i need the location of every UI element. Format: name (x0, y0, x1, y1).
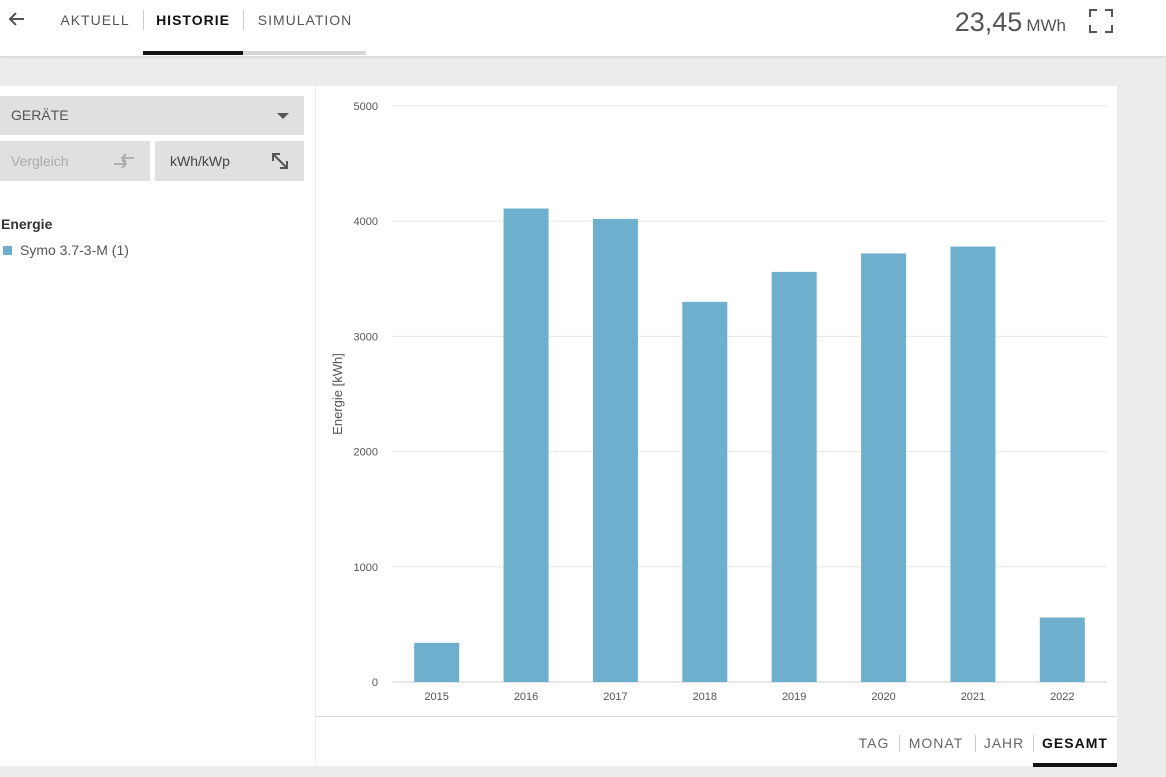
tab-aktuell[interactable]: AKTUELL (60, 12, 130, 28)
energy-bar-chart: 0 1000 2000 3000 4000 5000 Energie [kWh] 2015 20… (330, 101, 1107, 703)
x-tick-label: 2016 (514, 691, 538, 703)
device-select[interactable]: GERÄTE (0, 96, 304, 135)
unit-toggle-button[interactable]: kWh/kWp (155, 141, 304, 181)
fullscreen-icon (1089, 9, 1113, 33)
tab-track (143, 51, 366, 55)
total-energy-value: 23,45 (954, 7, 1023, 37)
top-bar: AKTUELL HISTORIE SIMULATION 23,45 MWh (0, 0, 1166, 56)
chart-panel: 0 1000 2000 3000 4000 5000 Energie [kWh] 2015 20… (316, 86, 1117, 767)
left-panel: GERÄTE Vergleich kWh/kWp Energie Symo 3.… (0, 86, 315, 766)
y-tick-label: 3000 (354, 331, 378, 343)
legend-title: Energie (1, 216, 53, 232)
caret-down-icon (277, 113, 289, 119)
legend-swatch (3, 245, 12, 255)
bar (1039, 617, 1085, 682)
total-energy-unit: MWh (1026, 16, 1066, 35)
tab-divider (243, 10, 244, 30)
bar (861, 253, 907, 682)
y-tick-label: 4000 (354, 216, 378, 228)
unit-toggle-label: kWh/kWp (170, 153, 230, 169)
period-tab-monat[interactable]: MONAT (908, 735, 964, 751)
period-tab-tag[interactable]: TAG (858, 735, 890, 751)
x-tick-label: 2019 (782, 691, 806, 703)
x-tick-label: 2020 (871, 691, 895, 703)
resize-diagonal-icon (272, 153, 288, 169)
bar (414, 642, 460, 682)
period-tab-jahr[interactable]: JAHR (983, 735, 1025, 751)
legend-item-label: Symo 3.7-3-M (1) (20, 242, 129, 258)
bar (503, 208, 549, 682)
period-tab-gesamt[interactable]: GESAMT (1042, 735, 1108, 751)
y-tick-label: 0 (372, 677, 378, 689)
x-tick-label: 2015 (424, 691, 448, 703)
swap-arrows-icon (114, 153, 134, 169)
back-button[interactable] (4, 6, 30, 32)
legend-item[interactable]: Symo 3.7-3-M (1) (3, 241, 129, 259)
period-divider (899, 735, 900, 752)
tab-historie[interactable]: HISTORIE (156, 12, 230, 28)
tab-simulation[interactable]: SIMULATION (257, 12, 353, 28)
x-tick-label: 2017 (603, 691, 627, 703)
bar (682, 301, 728, 682)
active-period-indicator (1033, 763, 1117, 767)
x-tick-label: 2021 (961, 691, 985, 703)
bar (592, 218, 638, 682)
arrow-left-icon (8, 12, 24, 26)
active-tab-indicator (143, 51, 243, 55)
x-tick-label: 2022 (1050, 691, 1074, 703)
compare-button[interactable]: Vergleich (0, 141, 150, 181)
total-energy: 23,45 MWh (955, 4, 1066, 40)
y-axis-label: Energie [kWh] (330, 353, 345, 435)
y-tick-label: 1000 (354, 562, 378, 574)
period-selector: TAG MONAT JAHR GESAMT (316, 716, 1117, 767)
period-divider (1033, 735, 1034, 752)
tab-divider (143, 10, 144, 30)
y-tick-label: 2000 (354, 447, 378, 459)
bar (950, 246, 996, 682)
x-tick-label: 2018 (693, 691, 717, 703)
bar (771, 271, 817, 682)
period-divider (975, 735, 976, 752)
fullscreen-button[interactable] (1088, 8, 1114, 34)
y-tick-label: 5000 (354, 101, 378, 113)
device-select-label: GERÄTE (11, 107, 69, 123)
compare-label: Vergleich (11, 153, 69, 169)
